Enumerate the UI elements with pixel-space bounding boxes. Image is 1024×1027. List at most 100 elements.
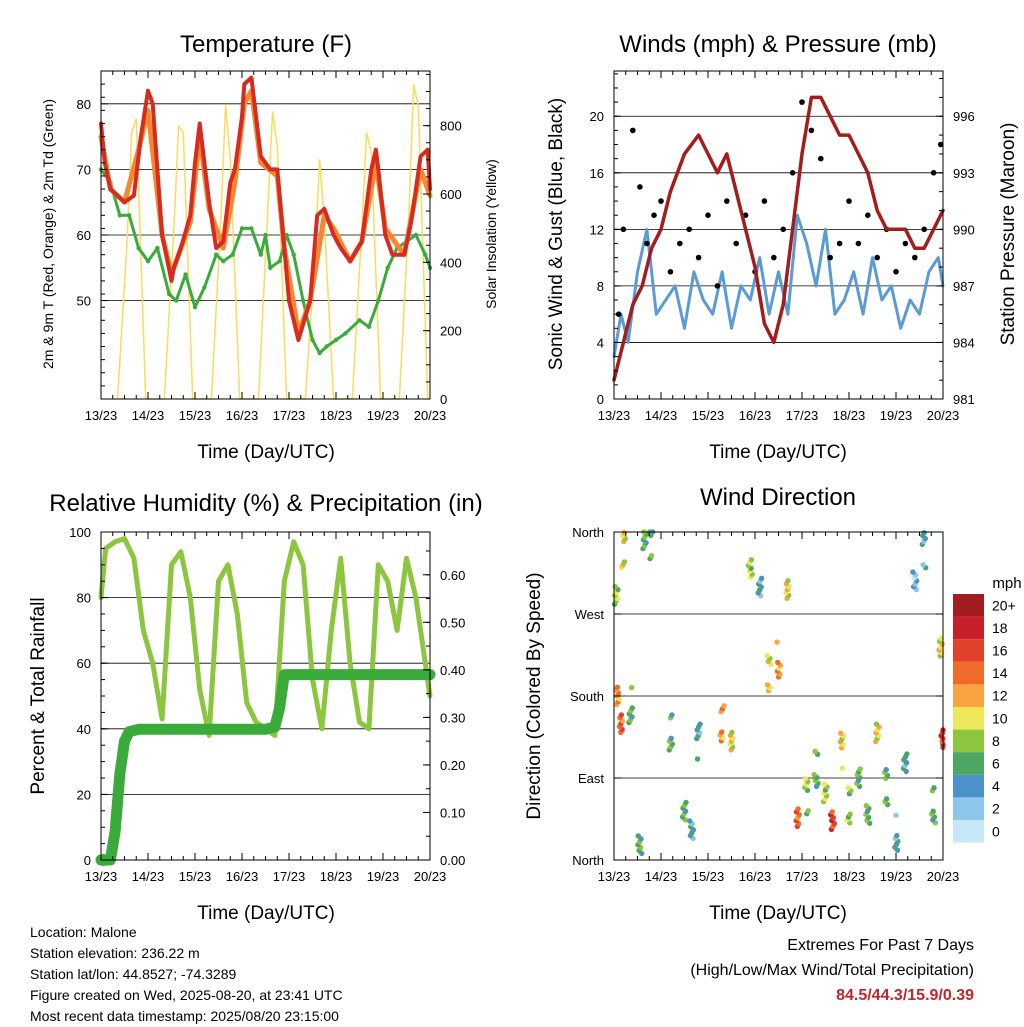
dewpoint-point (136, 245, 141, 251)
colorbar-tick-label: 16 (992, 643, 1008, 659)
direction-point (628, 684, 635, 691)
direction-point (748, 557, 755, 563)
gust-point (937, 141, 944, 148)
y2-tick-label: 990 (953, 222, 975, 237)
y-tick-label: 16 (590, 166, 604, 181)
station-pressure-line (612, 95, 945, 382)
gust-point (865, 212, 871, 218)
colorbar-swatch (953, 707, 984, 730)
y2-tick-label: 0.30 (440, 710, 465, 725)
x-tick-label: 15/23 (179, 408, 212, 423)
direction-point (811, 772, 817, 778)
winds-title: Winds (mph) & Pressure (mb) (619, 31, 936, 58)
gust-point (761, 198, 768, 204)
direction-point (775, 659, 781, 666)
dewpoint-point (263, 232, 268, 238)
direction-point (764, 682, 771, 688)
plot-frame (613, 70, 944, 400)
gust-point (855, 240, 862, 247)
gust-point (836, 240, 843, 247)
direction-tick-label: North (572, 853, 604, 868)
y-tick-label: 40 (77, 722, 91, 737)
station-latlon: Station lat/lon: 44.8527; -74.3289 (30, 966, 237, 982)
y2-tick-label: 0.60 (440, 568, 465, 583)
gust-point (620, 226, 627, 233)
dewpoint-point (230, 252, 235, 257)
x-tick-label: 19/23 (367, 869, 400, 884)
direction-point (883, 796, 890, 802)
gust-point (615, 311, 622, 318)
direction-point (683, 799, 689, 806)
gust-point (651, 212, 657, 218)
colorbar-swatch (953, 729, 984, 753)
direction-point (931, 785, 937, 791)
y-tick-label: 60 (77, 228, 91, 243)
direction-point (802, 776, 808, 782)
winds-ylabel: Sonic Wind & Gust (Blue, Black) (546, 98, 567, 370)
dewpoint-point (174, 298, 179, 303)
y2-tick-label: 987 (953, 279, 975, 294)
y2-tick-label: 981 (953, 392, 975, 407)
gust-point (846, 198, 852, 204)
gust-point (677, 240, 683, 247)
direction-point (883, 766, 889, 773)
y-tick-label: 8 (597, 279, 604, 294)
gust-point (705, 212, 711, 218)
figure-created: Figure created on Wed, 2025-08-20, at 23… (30, 987, 343, 1003)
gust-point (930, 170, 937, 176)
extremes-subheading: (High/Low/Max Wind/Total Precipitation) (690, 962, 974, 979)
direction-point (873, 721, 880, 727)
colorbar-tick-label: 6 (992, 756, 1000, 772)
direction-tick-label: East (578, 771, 604, 786)
direction-point (839, 765, 845, 771)
x-tick-label: 18/23 (833, 408, 866, 423)
x-tick-label: 14/23 (645, 408, 678, 423)
x-tick-label: 18/23 (833, 869, 866, 884)
gust-point (808, 127, 815, 134)
x-tick-label: 20/23 (414, 408, 447, 423)
y2-tick-label: 0.10 (440, 805, 465, 820)
colorbar-tick-label: 4 (992, 778, 1000, 794)
x-tick-label: 13/23 (85, 869, 118, 884)
gust-point (771, 254, 777, 261)
direction-point (729, 729, 735, 736)
direction-point (774, 639, 780, 645)
total-precip-line (95, 669, 436, 866)
direction-tick-label: North (572, 525, 604, 540)
direction-point (812, 748, 818, 755)
direction-point (938, 635, 944, 642)
x-tick-label: 19/23 (367, 408, 400, 423)
x-tick-label: 13/23 (85, 408, 118, 423)
dewpoint-point (385, 265, 390, 270)
colorbar-swatch (953, 639, 984, 662)
x-tick-label: 16/23 (226, 869, 259, 884)
dewpoint-point (366, 324, 372, 329)
y2-tick-label: 993 (953, 166, 975, 181)
x-tick-label: 17/23 (786, 408, 819, 423)
x-tick-label: 16/23 (226, 408, 259, 423)
y-tick-label: 100 (69, 525, 91, 540)
colorbar-tick-label: 2 (992, 801, 1000, 817)
direction-point (795, 806, 801, 812)
gust-point (630, 127, 636, 134)
colorbar-swatch (953, 752, 984, 775)
colorbar-tick-label: 0 (992, 823, 1000, 839)
y-tick-label: 80 (77, 97, 91, 112)
direction-point (669, 712, 675, 718)
direction-point (893, 812, 899, 818)
dewpoint-point (192, 305, 198, 310)
gust-point (644, 240, 650, 247)
recent-timestamp: Most recent data timestamp: 2025/08/20 2… (30, 1008, 339, 1024)
x-tick-label: 20/23 (927, 408, 960, 423)
direction-point (821, 781, 828, 787)
x-tick-label: 17/23 (786, 869, 819, 884)
y2-tick-label: 0.00 (440, 853, 465, 868)
y2-tick-label: 800 (440, 119, 462, 134)
y-tick-label: 20 (590, 109, 604, 124)
gust-point (893, 269, 899, 275)
dewpoint-point (202, 285, 207, 290)
humidity-ylabel: Percent & Total Rainfall (28, 597, 49, 794)
direction-point (921, 530, 927, 536)
colorbar-tick-label: 14 (992, 665, 1008, 681)
gust-point (637, 184, 643, 190)
